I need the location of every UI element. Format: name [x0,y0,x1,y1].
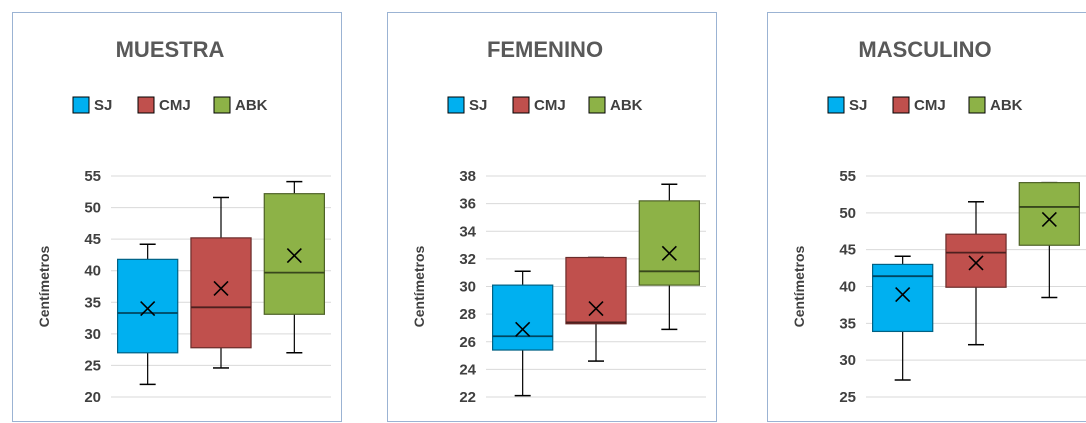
y-tick-label: 32 [459,251,476,268]
y-tick-label: 25 [84,357,101,374]
iqr-box-sj [871,263,934,333]
legend-label-abk: ABK [610,97,643,114]
y-tick-label: 30 [84,326,101,343]
chart-title: MASCULINO [858,37,991,62]
y-tick-label: 35 [84,294,101,311]
mean-marker-cmj [968,255,984,271]
legend-label-cmj: CMJ [159,97,191,114]
legend-label-sj: SJ [469,97,487,114]
mean-marker-sj [895,287,911,303]
legend-label-sj: SJ [849,97,867,114]
y-axis-label: Centímetros [411,245,427,327]
mean-marker-abk [286,247,302,264]
legend-label-abk: ABK [990,97,1023,114]
box-abk [1018,181,1080,299]
y-tick-label: 55 [84,168,101,185]
box-sj [491,270,554,397]
y-tick-label: 55 [839,168,856,185]
chart-panel-muestra: MUESTRA SJ CMJ ABK 20 25 30 35 40 45 50 55 Centímetr… [12,12,342,422]
legend-item-sj: SJ [72,96,112,114]
legend-item-cmj: CMJ [892,96,946,114]
legend-label-sj: SJ [94,97,112,114]
y-tick-label: 38 [459,168,476,185]
legend-swatch-abk [968,96,986,114]
legend-label-cmj: CMJ [534,97,566,114]
chart-title: MUESTRA [116,37,225,62]
legend-swatch-cmj [512,96,530,114]
y-tick-label: 28 [459,306,476,323]
legend-label-cmj: CMJ [914,97,946,114]
chart-title: FEMENINO [487,37,603,62]
box-abk [638,183,700,331]
chart-panel-femenino: FEMENINO SJ CMJ ABK 22 24 26 28 30 32 34 36 38 Centím… [387,12,717,422]
y-tick-label: 40 [839,279,856,296]
iqr-box-abk [263,193,325,315]
legend-swatch-abk [588,96,606,114]
chart-femenino: FEMENINO SJ CMJ ABK 22 24 26 28 30 32 34 36 38 Centím… [411,37,706,406]
legend-swatch-cmj [137,96,155,114]
iqr-box-cmj [190,237,252,349]
y-tick-label: 22 [459,389,476,406]
iqr-box-sj [116,258,179,354]
y-tick-label: 20 [84,389,101,406]
chart-muestra: MUESTRA SJ CMJ ABK 20 25 30 35 40 45 50 55 Centímetr… [36,37,331,406]
iqr-box-cmj [945,233,1007,288]
box-cmj [190,196,252,369]
y-tick-label: 45 [839,242,856,259]
mean-marker-abk [1041,211,1057,228]
y-axis-label: Centímetros [36,245,52,327]
mean-marker-sj [140,301,156,317]
mean-marker-sj [515,321,531,337]
y-tick-label: 40 [84,263,101,280]
y-tick-label: 25 [839,389,856,406]
legend-item-abk: ABK [213,96,268,114]
legend-item-abk: ABK [968,96,1023,114]
box-cmj [565,256,627,362]
y-tick-label: 34 [459,223,476,240]
mean-marker-cmj [588,301,604,317]
box-sj [871,255,934,381]
mean-marker-abk [661,245,677,261]
y-tick-label: 30 [839,352,856,369]
iqr-box-abk [638,200,700,286]
legend-item-cmj: CMJ [512,96,566,114]
legend-item-sj: SJ [447,96,487,114]
y-tick-label: 50 [84,200,101,217]
y-tick-label: 36 [459,196,476,213]
iqr-box-abk [1018,182,1080,246]
y-tick-label: 45 [84,231,101,248]
legend-swatch-sj [827,96,845,114]
box-sj [116,243,179,386]
legend-swatch-cmj [892,96,910,114]
legend-swatch-sj [447,96,465,114]
iqr-box-cmj [565,256,627,325]
legend-swatch-abk [213,96,231,114]
y-tick-label: 30 [459,279,476,296]
legend-swatch-sj [72,96,90,114]
legend-label-abk: ABK [235,97,268,114]
y-axis-label: Centímetros [791,245,807,327]
legend-item-abk: ABK [588,96,643,114]
iqr-box-sj [491,284,554,351]
y-tick-label: 50 [839,205,856,222]
y-tick-label: 26 [459,334,476,351]
legend-item-cmj: CMJ [137,96,191,114]
box-abk [263,180,325,354]
chart-panel-masculino: MASCULINO SJ CMJ ABK 25 30 35 40 45 50 55 Centímetr… [767,12,1086,422]
box-cmj [945,201,1007,346]
legend-item-sj: SJ [827,96,867,114]
chart-masculino: MASCULINO SJ CMJ ABK 25 30 35 40 45 50 55 Centímetr… [791,37,1086,406]
y-tick-label: 24 [459,361,476,378]
mean-marker-cmj [213,280,229,296]
y-tick-label: 35 [839,315,856,332]
